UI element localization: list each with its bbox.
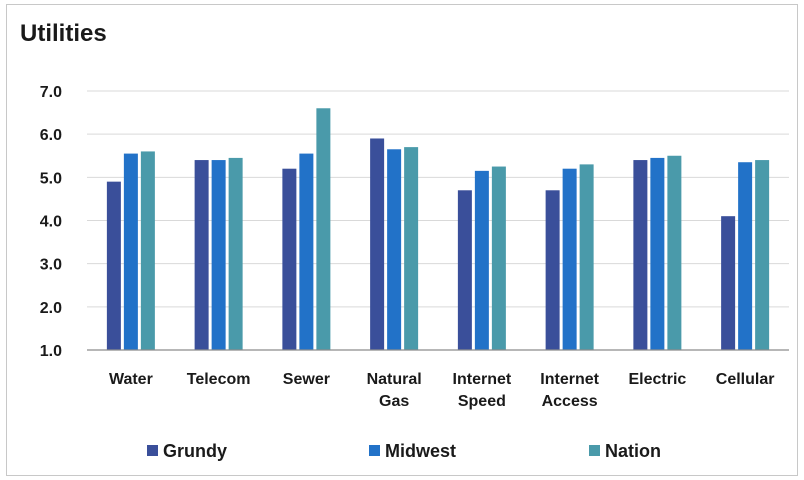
x-category-label: Electric bbox=[628, 371, 686, 388]
y-tick-label: 5.0 bbox=[40, 170, 62, 187]
legend-label: Midwest bbox=[385, 441, 456, 461]
bar-grundy bbox=[457, 190, 472, 350]
bar-grundy bbox=[194, 160, 209, 350]
x-category-label: Sewer bbox=[283, 371, 330, 388]
y-tick-label: 1.0 bbox=[40, 343, 62, 360]
bar-nation bbox=[140, 151, 155, 350]
legend-label: Grundy bbox=[163, 441, 227, 461]
x-category-label: Internet bbox=[453, 371, 512, 388]
bar-nation bbox=[755, 160, 770, 350]
x-category-label: Access bbox=[542, 393, 598, 410]
bar-nation bbox=[491, 166, 506, 350]
bar-grundy bbox=[545, 190, 560, 350]
bar-grundy bbox=[106, 181, 121, 350]
legend: Grundy Midwest Nation bbox=[147, 441, 661, 461]
bar-nation bbox=[316, 108, 331, 351]
bar-nation bbox=[579, 164, 594, 350]
bar-chart: Utilities 7.0 6.0 5.0 4.0 3.0 2.0 1.0 Water Tel… bbox=[20, 20, 789, 461]
y-tick-label: 2.0 bbox=[40, 300, 62, 317]
bar-midwest bbox=[738, 162, 753, 350]
x-category-label: Internet bbox=[540, 371, 599, 388]
chart-title: Utilities bbox=[20, 20, 107, 47]
bar-midwest bbox=[474, 170, 489, 350]
bar-midwest bbox=[299, 153, 314, 350]
x-category-label: Natural bbox=[367, 371, 422, 388]
x-category-label: Gas bbox=[379, 393, 409, 410]
bar-midwest bbox=[387, 149, 402, 350]
y-tick-label: 3.0 bbox=[40, 257, 62, 274]
legend-swatch bbox=[147, 445, 158, 456]
bar-grundy bbox=[721, 216, 736, 350]
bar-nation bbox=[404, 147, 419, 350]
x-category-label: Water bbox=[109, 371, 153, 388]
bars bbox=[106, 108, 770, 351]
x-category-label: Cellular bbox=[716, 371, 775, 388]
category-labels: Water Telecom Sewer Natural Gas Internet Speed… bbox=[109, 371, 775, 410]
legend-label: Nation bbox=[605, 441, 661, 461]
gridlines bbox=[87, 90, 789, 308]
bar-grundy bbox=[282, 168, 297, 350]
bar-grundy bbox=[633, 160, 648, 350]
y-axis-ticks: 7.0 6.0 5.0 4.0 3.0 2.0 1.0 bbox=[40, 84, 62, 360]
y-tick-label: 7.0 bbox=[40, 84, 62, 101]
bar-nation bbox=[667, 155, 682, 350]
bar-midwest bbox=[562, 168, 577, 350]
x-category-label: Speed bbox=[458, 393, 506, 410]
bar-nation bbox=[228, 157, 243, 350]
bar-midwest bbox=[650, 157, 665, 350]
y-tick-label: 6.0 bbox=[40, 127, 62, 144]
bar-midwest bbox=[123, 153, 138, 350]
legend-swatch bbox=[369, 445, 380, 456]
bar-midwest bbox=[211, 160, 226, 350]
legend-swatch bbox=[589, 445, 600, 456]
x-category-label: Telecom bbox=[187, 371, 251, 388]
y-tick-label: 4.0 bbox=[40, 214, 62, 231]
bar-grundy bbox=[370, 138, 385, 350]
chart-frame: Utilities 7.0 6.0 5.0 4.0 3.0 2.0 1.0 Water Tel… bbox=[6, 4, 798, 476]
